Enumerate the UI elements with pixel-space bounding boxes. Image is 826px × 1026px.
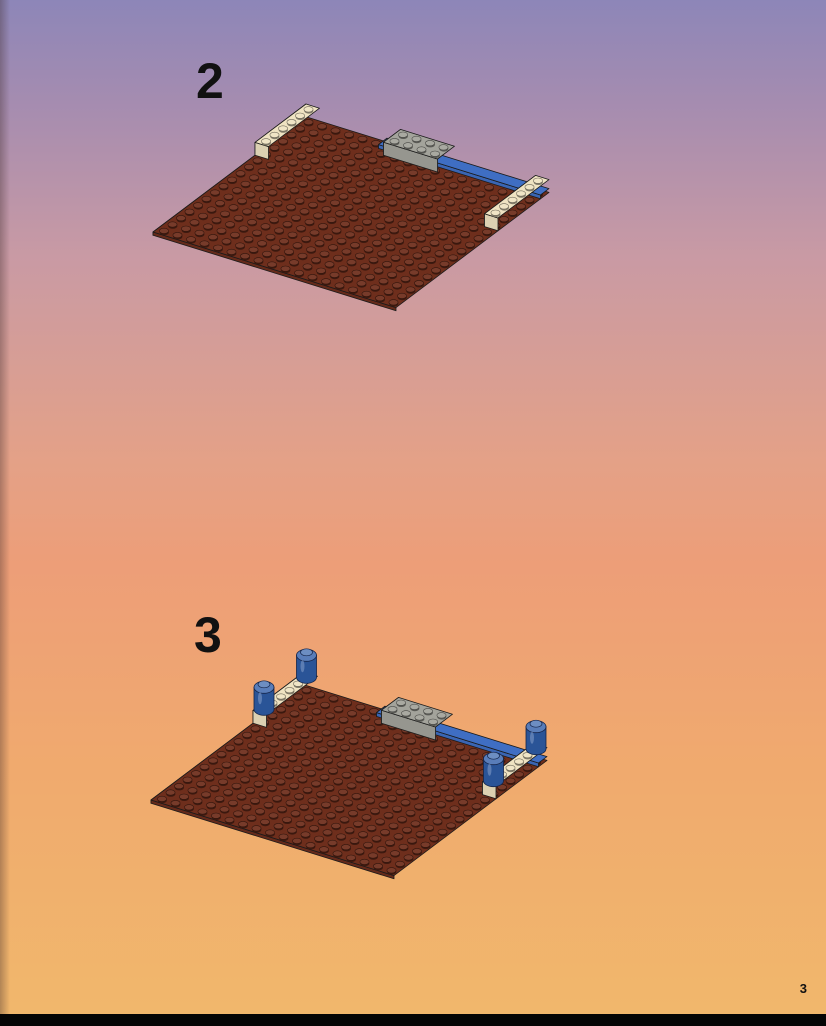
page-bottom-border [0,1014,826,1026]
blue-round-brick-back-left [296,648,317,684]
page-number: 3 [799,981,807,996]
gray-brick [381,697,453,741]
step-3-build-illustration [150,648,548,880]
page-binding-edge [0,0,10,1026]
tan-brick-right [484,175,550,232]
blue-round-brick-front-left [253,680,275,716]
gray-brick [383,129,455,173]
blue-round-brick-front-right [483,751,504,788]
tan-brick-left [254,103,320,160]
step-3-number: 3 [194,607,222,663]
step-2-number: 2 [196,53,224,109]
step-2-build-illustration [152,103,550,312]
blue-round-brick-back-right [525,719,547,756]
